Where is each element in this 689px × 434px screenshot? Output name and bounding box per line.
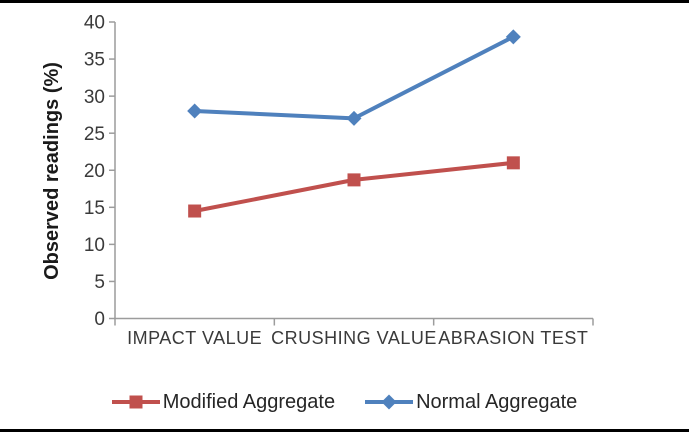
series-line-modified-aggregate <box>192 160 516 214</box>
y-tick-label: 25 <box>84 124 105 145</box>
legend-label-modified-aggregate: Modified Aggregate <box>162 390 336 413</box>
top-border-line <box>0 0 689 3</box>
category-label-crushing-value: CRUSHING VALUE <box>271 328 437 348</box>
axes-group: 0 5 10 15 20 25 30 35 40 IMPACT VALUE CRUSHING VAL… <box>84 13 594 348</box>
y-tick-label: 15 <box>84 198 105 219</box>
legend-sample-marker <box>129 395 143 409</box>
legend-sample-marker <box>381 394 397 410</box>
modified-aggregate-legend-marker-icon <box>111 395 160 409</box>
y-tick-label: 35 <box>84 50 105 71</box>
legend: Modified Aggregate Normal Aggregate <box>0 386 689 418</box>
y-tick-label: 5 <box>94 272 105 293</box>
modified-aggregate-marker <box>347 173 361 187</box>
bottom-border-line <box>0 429 689 432</box>
category-label-impact-value: IMPACT VALUE <box>127 328 262 348</box>
y-axis-title: Observed readings (%) <box>41 62 63 280</box>
category-label-abrasion-test: ABRASION TEST <box>438 328 588 348</box>
series-group <box>187 29 521 218</box>
series-line-normal-aggregate <box>192 34 516 121</box>
legend-label-normal-aggregate: Normal Aggregate <box>416 390 578 413</box>
normal-aggregate-legend-marker-icon <box>365 394 414 410</box>
normal-aggregate-marker <box>346 110 362 126</box>
y-tick-label: 0 <box>94 309 105 330</box>
y-tick-label: 20 <box>84 161 105 182</box>
legend-item-modified-aggregate: Modified Aggregate <box>111 390 336 414</box>
modified-aggregate-marker <box>188 204 202 218</box>
normal-aggregate-marker <box>505 29 521 45</box>
normal-aggregate-marker <box>187 103 203 119</box>
y-tick-label: 40 <box>84 13 105 34</box>
legend-item-normal-aggregate: Normal Aggregate <box>365 391 577 414</box>
y-tick-label: 10 <box>84 235 105 256</box>
y-tick-label: 30 <box>84 87 105 108</box>
plot-svg: Observed readings (%) 0 5 10 15 20 25 30 35 40 IM… <box>41 13 594 348</box>
modified-aggregate-marker <box>506 156 520 170</box>
